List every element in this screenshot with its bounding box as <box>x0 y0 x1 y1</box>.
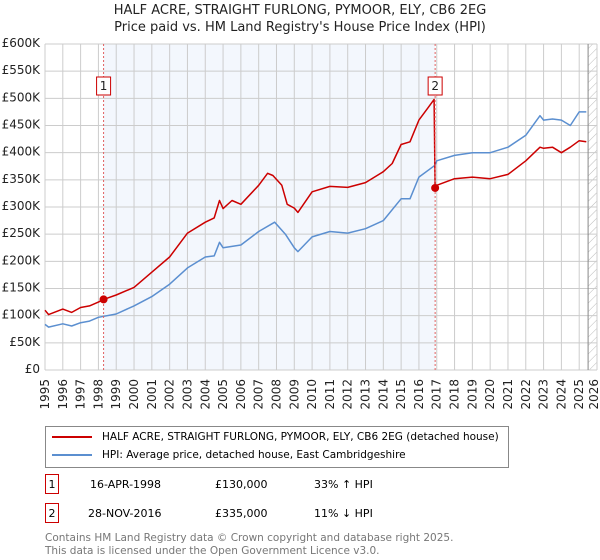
x-tick-label: 2005 <box>216 379 230 410</box>
transaction-row: 2 28-NOV-2016 £335,000 11% ↓ HPI <box>45 503 373 523</box>
x-tick-label: 2026 <box>587 379 600 410</box>
legend-label-property: HALF ACRE, STRAIGHT FURLONG, PYMOOR, ELY… <box>102 431 499 443</box>
x-tick-label: 2007 <box>252 379 266 410</box>
chart-subtitle: Price paid vs. HM Land Registry's House … <box>114 20 486 35</box>
y-tick-label: £600K <box>2 36 42 50</box>
legend: HALF ACRE, STRAIGHT FURLONG, PYMOOR, ELY… <box>45 426 509 468</box>
x-tick-label: 2006 <box>234 379 248 410</box>
y-tick-label: £50K <box>9 335 41 349</box>
x-tick-label: 1999 <box>109 379 123 410</box>
x-tick-label: 2009 <box>287 379 301 410</box>
transaction-hpi: 33% ↑ HPI <box>314 477 373 491</box>
x-tick-label: 2020 <box>483 379 497 410</box>
x-tick-label: 2011 <box>323 379 337 410</box>
transaction-price: £130,000 <box>215 477 268 491</box>
x-tick-label: 2021 <box>501 379 515 410</box>
x-tick-label: 2010 <box>305 379 319 410</box>
x-tick-label: 2008 <box>269 379 283 410</box>
y-tick-label: £200K <box>2 253 42 267</box>
x-tick-label: 1997 <box>74 379 88 410</box>
transaction-marker: 2 <box>45 503 59 523</box>
sale-point <box>431 183 440 192</box>
x-tick-label: 2019 <box>465 379 479 410</box>
x-tick-label: 2014 <box>376 379 390 410</box>
x-tick-label: 2012 <box>341 379 355 410</box>
transaction-marker: 1 <box>45 474 59 494</box>
x-tick-label: 2018 <box>448 379 462 410</box>
chart-title: HALF ACRE, STRAIGHT FURLONG, PYMOOR, ELY… <box>113 3 487 18</box>
x-tick-label: 2024 <box>554 379 568 410</box>
x-tick-label: 1998 <box>91 379 105 410</box>
footer: Contains HM Land Registry data © Crown c… <box>45 532 453 558</box>
x-tick-label: 2015 <box>394 379 408 410</box>
y-tick-label: £450K <box>2 118 42 132</box>
transaction-row: 1 16-APR-1998 £130,000 33% ↑ HPI <box>45 474 373 494</box>
y-tick-label: £100K <box>2 308 42 322</box>
y-tick-label: £350K <box>2 172 42 186</box>
y-tick-label: £550K <box>2 63 42 77</box>
x-tick-label: 2001 <box>145 379 159 410</box>
x-tick-label: 2003 <box>180 379 194 410</box>
y-tick-label: £150K <box>2 281 42 295</box>
x-tick-label: 2022 <box>519 379 533 410</box>
footer-licence: This data is licensed under the Open Gov… <box>45 545 380 557</box>
property-price-line <box>44 98 587 316</box>
annotation-box <box>427 76 443 96</box>
x-tick-label: 2013 <box>359 379 373 410</box>
legend-label-hpi: HPI: Average price, detached house, East… <box>102 449 406 461</box>
x-tick-label: 2023 <box>537 379 551 410</box>
y-tick-label: £250K <box>2 226 42 240</box>
legend-blue-line <box>52 454 92 456</box>
annotation-label: 2 <box>431 79 439 93</box>
plot-area: £0 £50K £100K £150K £200K £250K £300K £350K £400… <box>2 36 600 410</box>
x-tick-label: 2017 <box>430 379 444 410</box>
transaction-date: 28-NOV-2016 <box>88 506 162 520</box>
y-tick-label: £300K <box>2 199 42 213</box>
transaction-hpi: 11% ↓ HPI <box>314 506 373 520</box>
x-tick-label: 1995 <box>38 379 52 410</box>
x-tick-label: 2004 <box>198 379 212 410</box>
footer-copyright: Contains HM Land Registry data © Crown c… <box>45 532 454 544</box>
sale-point <box>99 295 108 304</box>
annotation-label: 1 <box>100 79 108 93</box>
transaction-date: 16-APR-1998 <box>90 477 162 491</box>
y-tick-label: £500K <box>2 90 42 104</box>
x-tick-label: 2016 <box>412 379 426 410</box>
x-tick-label: 1996 <box>56 379 70 410</box>
legend-red-line <box>52 436 92 438</box>
x-tick-label: 2000 <box>127 379 141 410</box>
y-tick-label: £400K <box>2 145 42 159</box>
transaction-price: £335,000 <box>215 506 268 520</box>
x-tick-label: 2025 <box>572 379 586 410</box>
y-tick-label: £0 <box>25 362 40 376</box>
annotation-box <box>96 76 112 96</box>
x-tick-label: 2002 <box>163 379 177 410</box>
hpi-line <box>44 111 587 328</box>
